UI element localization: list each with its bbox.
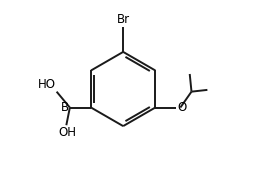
Text: Br: Br [117,13,130,26]
Text: HO: HO [38,78,56,91]
Text: B: B [61,101,69,114]
Text: O: O [177,101,187,114]
Text: OH: OH [58,126,76,139]
